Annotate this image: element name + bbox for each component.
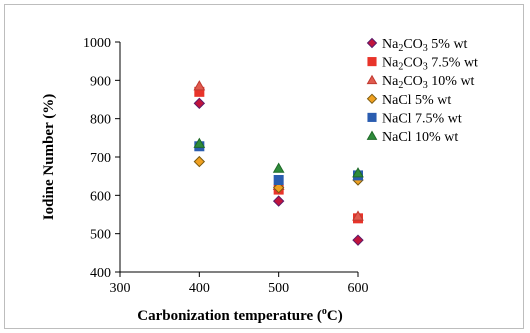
- legend-marker-square: [367, 57, 377, 67]
- legend-label: NaCl 5% wt: [382, 93, 451, 108]
- legend-label: Na2CO3 7.5% wt: [382, 56, 478, 73]
- x-tick-label: 400: [189, 281, 210, 296]
- legend-label-part: CO: [403, 56, 422, 71]
- legend-label-part: 7.5% wt: [428, 56, 478, 71]
- legend-label-part: 10% wt: [428, 74, 475, 89]
- data-point-square: [273, 175, 284, 185]
- legend-label-part: NaCl 5% wt: [382, 93, 451, 108]
- legend-marker-triangle: [366, 130, 378, 140]
- x-axis-title-main: Carbonization temperature (: [137, 308, 322, 324]
- legend-label-part: 3: [423, 80, 428, 91]
- data-point-triangle: [272, 162, 285, 173]
- legend-label-part: 2: [398, 80, 403, 91]
- x-ticks: 300 400 500 600: [110, 272, 369, 296]
- x-axis-title-end: C): [327, 308, 343, 324]
- series-5: [193, 137, 364, 178]
- data-points: [193, 80, 364, 246]
- chart-frame: [4, 4, 524, 329]
- legend-item: Na2CO3 7.5% wt: [367, 56, 478, 73]
- legend-label-part: NaCl 7.5% wt: [382, 111, 462, 126]
- y-tick-label: 600: [90, 189, 111, 204]
- legend-label-part: 3: [423, 43, 428, 54]
- data-point-diamond: [272, 181, 285, 194]
- legend-item: NaCl 7.5% wt: [367, 111, 462, 126]
- series-0: [193, 97, 364, 246]
- legend-marker-triangle: [366, 74, 378, 85]
- legend-label-part: Na: [382, 56, 399, 71]
- legend-label-part: 5% wt: [428, 37, 468, 52]
- x-tick-label: 600: [348, 281, 369, 296]
- legend-marker-square: [367, 112, 377, 122]
- legend-label: NaCl 10% wt: [382, 130, 458, 145]
- legend-label-part: Na: [382, 37, 399, 52]
- y-tick-label: 800: [90, 113, 111, 128]
- legend-marker-diamond: [366, 37, 378, 49]
- legend-label: Na2CO3 10% wt: [382, 74, 475, 91]
- data-point-diamond: [272, 195, 285, 207]
- data-point-triangle: [352, 167, 364, 178]
- y-axis-title: Iodine Number (%): [41, 94, 57, 220]
- axes: [119, 42, 358, 273]
- data-point-triangle: [193, 80, 206, 91]
- legend-item: NaCl 5% wt: [366, 93, 451, 108]
- y-tick-label: 400: [90, 266, 111, 281]
- y-tick-label: 1000: [83, 36, 111, 51]
- x-axis-title-superscript: o: [322, 306, 327, 317]
- legend-label-part: 2: [398, 43, 403, 54]
- data-point-diamond: [352, 234, 364, 246]
- legend-label-part: NaCl 10% wt: [382, 130, 458, 145]
- y-tick-label: 700: [90, 151, 111, 166]
- y-tick-label: 500: [90, 228, 111, 243]
- data-point-triangle: [193, 137, 206, 148]
- legend-label-part: CO: [403, 74, 422, 89]
- legend-label: Na2CO3 5% wt: [382, 37, 468, 54]
- legend-label: NaCl 7.5% wt: [382, 111, 462, 126]
- legend-label-part: 3: [423, 62, 428, 73]
- legend-item: Na2CO3 5% wt: [366, 37, 468, 54]
- x-tick-label: 300: [110, 281, 131, 296]
- legend-label-part: Na: [382, 74, 399, 89]
- data-point-diamond: [193, 155, 206, 168]
- y-ticks: 400 500 600 700 800 900 1000: [83, 36, 120, 281]
- y-tick-label: 900: [90, 74, 111, 89]
- series-3: [193, 155, 364, 194]
- legend-marker-diamond: [366, 93, 378, 105]
- legend-item: Na2CO3 10% wt: [366, 74, 475, 91]
- data-point-diamond: [193, 97, 206, 110]
- legend-label-part: CO: [403, 37, 422, 52]
- data-point-triangle: [352, 210, 364, 221]
- legend-item: NaCl 10% wt: [366, 130, 458, 145]
- x-axis-title: Carbonization temperature (oC): [137, 306, 343, 324]
- legend-label-part: 2: [398, 62, 403, 73]
- x-tick-label: 500: [268, 281, 289, 296]
